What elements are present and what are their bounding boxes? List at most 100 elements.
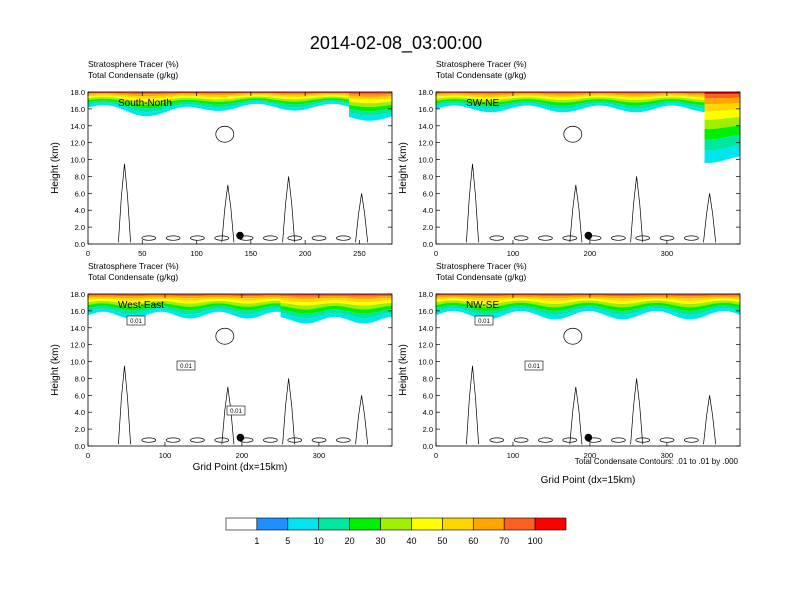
- tracer-strip: [308, 318, 312, 324]
- tracer-strip: [651, 300, 655, 303]
- tracer-strip: [712, 94, 716, 99]
- tracer-strip: [496, 298, 500, 301]
- tracer-strip: [250, 102, 254, 105]
- tracer-strip: [509, 96, 513, 99]
- tracer-strip: [537, 92, 541, 94]
- tracer-strip: [128, 95, 132, 98]
- tracer-strip: [118, 294, 122, 296]
- tracer-strip: [267, 295, 271, 298]
- tracer-strip: [641, 95, 645, 98]
- tracer-strip: [214, 295, 218, 298]
- tracer-strip: [217, 97, 221, 100]
- tracer-strip: [202, 305, 206, 309]
- tracer-strip: [331, 309, 335, 313]
- tracer-strip: [326, 92, 330, 94]
- tracer-strip: [671, 305, 675, 309]
- tracer-strip: [267, 103, 271, 106]
- tracer-strip: [656, 295, 660, 297]
- tracer-strip: [305, 318, 309, 324]
- tracer-strip: [136, 300, 140, 304]
- tracer-strip: [532, 294, 536, 296]
- plot-frame: [435, 91, 741, 245]
- tracer-strip: [684, 100, 688, 103]
- tracer-strip: [694, 97, 698, 100]
- tracer-strip: [288, 95, 292, 97]
- tracer-strip: [371, 92, 375, 93]
- tracer-strip: [593, 95, 597, 98]
- tracer-strip: [361, 296, 365, 300]
- tracer-strip: [328, 298, 332, 301]
- tracer-strip: [694, 92, 698, 94]
- tracer-strip: [456, 305, 460, 309]
- tracer-strip: [600, 95, 604, 98]
- tracer-strip: [461, 97, 465, 100]
- tracer-strip: [359, 115, 363, 120]
- tracer-strip: [466, 100, 470, 103]
- tracer-strip: [608, 101, 612, 105]
- tracer-strip: [451, 92, 455, 94]
- tracer-strip: [522, 93, 526, 95]
- tracer-strip: [227, 310, 231, 314]
- tracer-strip: [666, 295, 670, 298]
- tracer-strip: [674, 99, 678, 102]
- tracer-strip: [565, 102, 569, 106]
- tracer-strip: [613, 303, 617, 307]
- tracer-strip: [458, 295, 462, 298]
- tracer-strip: [366, 301, 370, 306]
- tracer-strip: [557, 298, 561, 301]
- tracer-strip: [381, 96, 385, 100]
- tracer-strip: [499, 92, 503, 94]
- tracer-strip: [714, 297, 718, 299]
- tracer-strip: [227, 304, 231, 308]
- tracer-strip: [153, 295, 157, 298]
- tracer-strip: [191, 97, 195, 100]
- tracer-strip: [524, 295, 528, 297]
- tracer-strip: [310, 294, 315, 297]
- tracer-strip: [333, 98, 337, 100]
- tracer-strip: [338, 309, 342, 314]
- tracer-strip: [272, 94, 277, 97]
- tracer-strip: [666, 97, 670, 100]
- tracer-strip: [636, 312, 640, 316]
- tracer-strip: [288, 298, 292, 301]
- tracer-strip: [323, 300, 327, 304]
- tracer-strip: [704, 111, 708, 120]
- tracer-strip: [486, 95, 490, 98]
- tracer-strip: [194, 294, 198, 297]
- tracer-strip: [217, 294, 221, 296]
- tracer-strip: [138, 104, 142, 108]
- tracer-strip: [176, 297, 180, 301]
- tracer-strip: [179, 104, 183, 108]
- tracer-strip: [204, 297, 208, 300]
- tracer-strip: [275, 300, 279, 304]
- tracer-strip: [653, 307, 657, 311]
- tracer-strip: [694, 298, 698, 301]
- tracer-strip: [305, 294, 309, 295]
- tracer-strip: [310, 93, 315, 95]
- tracer-strip: [641, 301, 645, 305]
- tracer-strip: [603, 304, 607, 308]
- tracer-strip: [562, 294, 566, 297]
- tracer-strip: [262, 304, 266, 308]
- tracer-strip: [476, 310, 480, 314]
- panel-label: NW-SE: [466, 300, 499, 311]
- tracer-strip: [148, 307, 152, 311]
- tracer-strip: [278, 93, 282, 95]
- tracer-strip: [623, 310, 627, 315]
- tracer-strip: [169, 92, 173, 94]
- tracer-strip: [194, 313, 198, 318]
- colorbar-label: 50: [437, 536, 447, 546]
- tracer-strip: [463, 99, 467, 102]
- tracer-strip: [709, 129, 713, 140]
- tracer-strip: [664, 299, 668, 302]
- tracer-strip: [529, 297, 533, 300]
- tracer-strip: [141, 305, 145, 309]
- tracer-strip: [491, 306, 495, 311]
- tracer-strip: [686, 294, 690, 297]
- tracer-strip: [712, 299, 716, 302]
- tracer-strip: [371, 96, 375, 100]
- tracer-strip: [661, 297, 665, 299]
- tracer-strip: [242, 95, 246, 98]
- tracer-strip: [98, 97, 102, 99]
- tracer-strip: [653, 98, 657, 101]
